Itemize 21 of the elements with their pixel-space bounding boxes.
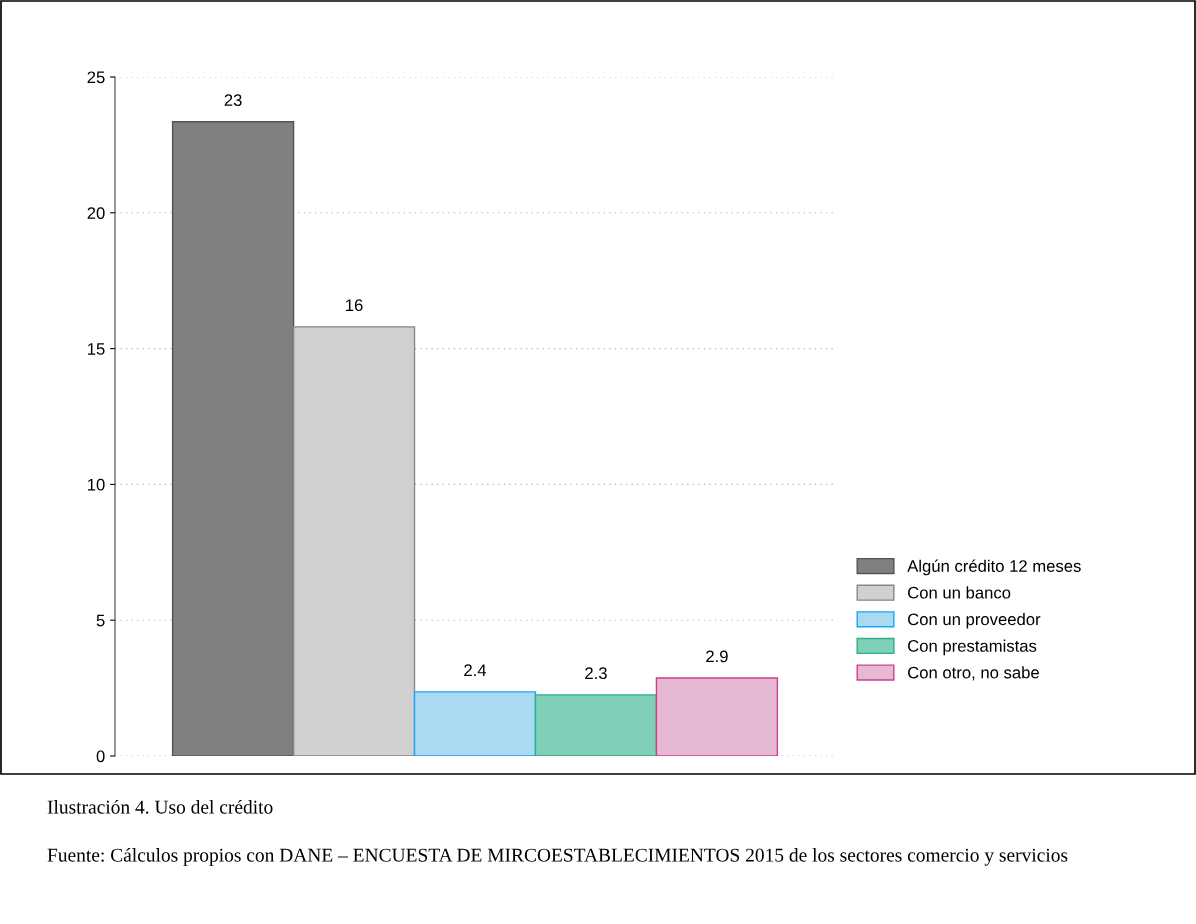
data-label: 16 xyxy=(346,299,363,312)
legend-label: Con un banco xyxy=(908,586,1011,599)
y-tick-label: 10 xyxy=(88,478,105,491)
data-label: 2.9 xyxy=(706,650,728,663)
legend-label: Con prestamistas xyxy=(908,639,1037,656)
legend-label: Algún crédito 12 meses xyxy=(907,559,1081,576)
data-label: 2.4 xyxy=(464,664,487,676)
y-tick-label: 20 xyxy=(87,207,105,219)
data-label: 2.3 xyxy=(585,667,607,680)
source-note: Fuente: Cálculos propios con DANE – ENCUESTA DE MIRCOESTABLECIMIENTOS 2015 de los sectores comercio y servicios xyxy=(47,848,1068,866)
bar xyxy=(534,694,658,756)
legend-label: Con otro, no sabe xyxy=(908,666,1039,681)
bar xyxy=(413,691,537,756)
text: Ilustración 4. Uso del crédito xyxy=(47,799,273,814)
bar xyxy=(655,677,779,756)
y-tick-label: 5 xyxy=(96,614,105,627)
y-tick-label: 25 xyxy=(87,71,105,84)
legend-label: Con un proveedor xyxy=(908,612,1041,629)
y-tick-label: 15 xyxy=(88,343,105,355)
y-tick-label: 0 xyxy=(96,750,105,763)
data-label: 23 xyxy=(224,94,242,107)
